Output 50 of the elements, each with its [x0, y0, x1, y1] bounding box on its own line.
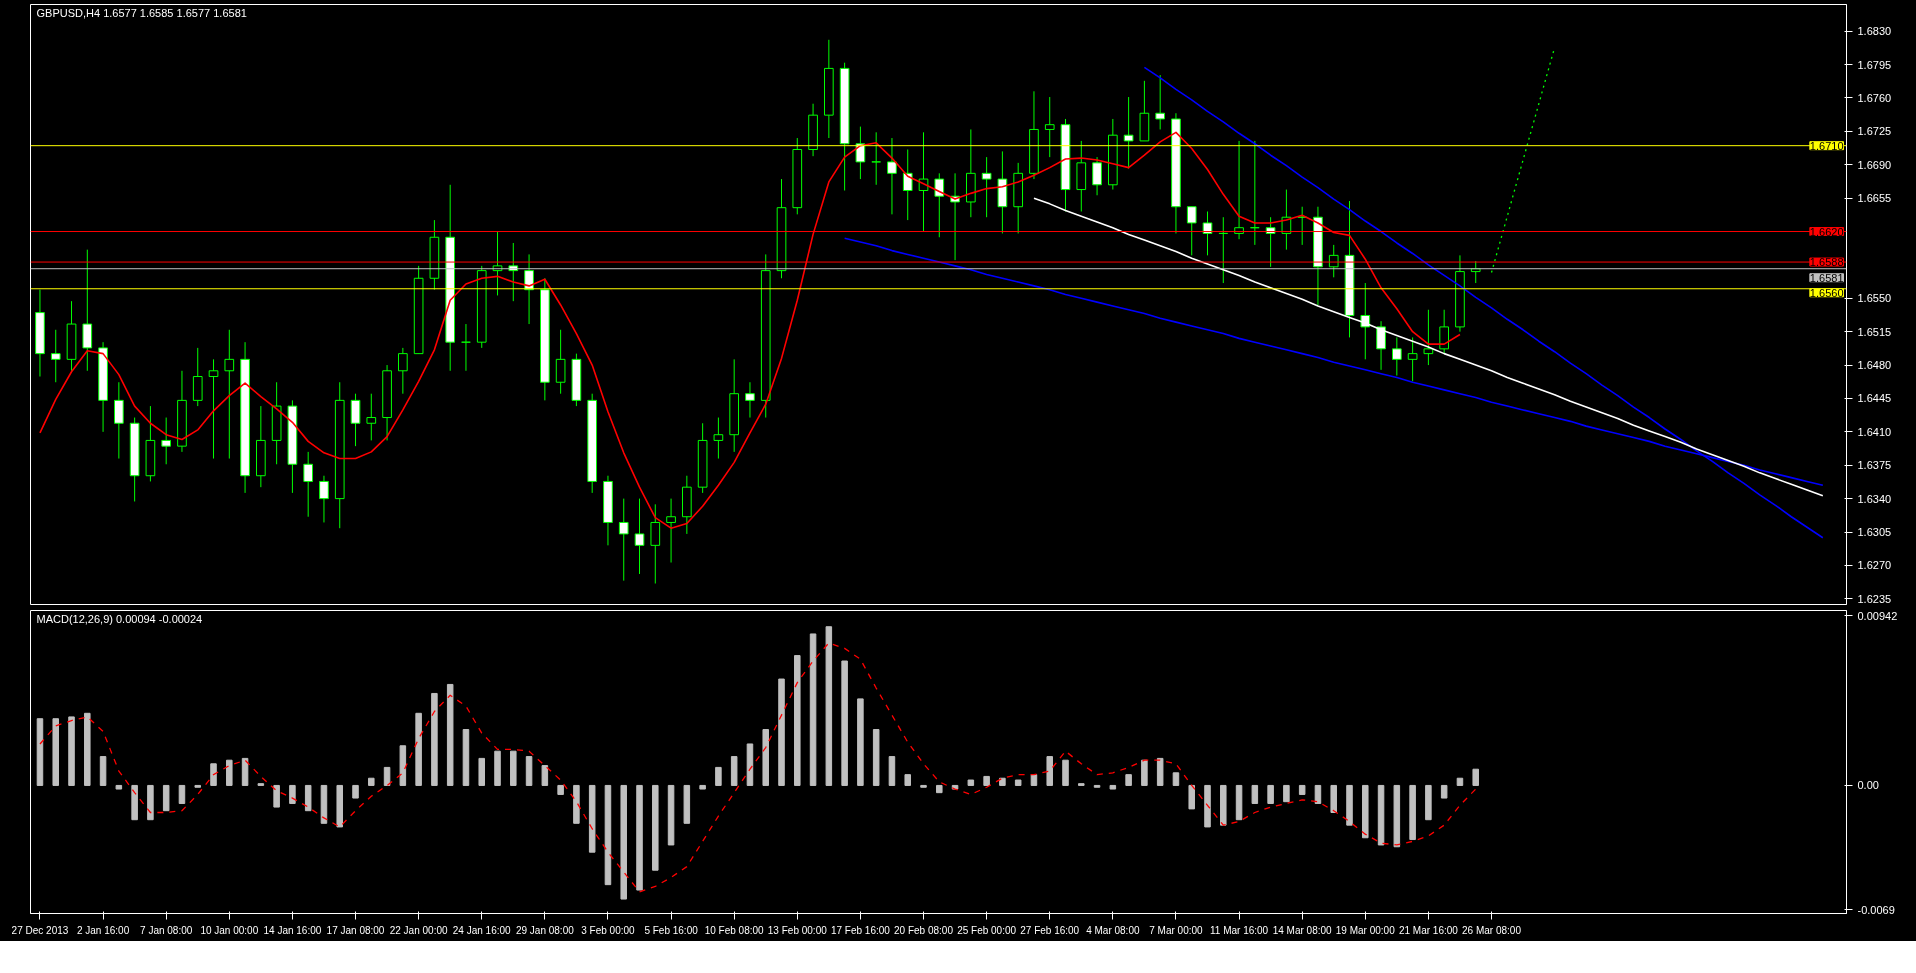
y-tick-label: 1.6690 [1857, 158, 1892, 171]
ref-line-label: 1.6620 [1809, 225, 1844, 238]
chart-title: GBPUSD,H4 1.6577 1.6585 1.6577 1.6581 [36, 6, 247, 19]
y-tick-label: 1.6655 [1857, 192, 1892, 205]
x-tick-label: 17 Feb 16:00 [830, 924, 891, 936]
y-tick-label: 1.6305 [1857, 526, 1892, 538]
ref-line-label: 1.6588 [1809, 256, 1844, 269]
x-tick-label: 11 Mar 16:00 [1209, 924, 1269, 936]
x-tick-label: 14 Mar 08:00 [1272, 924, 1333, 936]
x-tick-label: 29 Jan 08:00 [515, 924, 575, 936]
y-tick-label: 1.6480 [1857, 359, 1892, 372]
y-tick-label: 1.6550 [1857, 292, 1892, 305]
x-tick-label: 14 Jan 16:00 [263, 924, 322, 936]
y-tick-label: 1.6410 [1857, 425, 1892, 438]
y-tick-label: 1.6795 [1857, 58, 1892, 71]
x-tick-label: 2 Jan 16:00 [76, 924, 130, 936]
x-tick-label: 21 Mar 16:00 [1398, 924, 1459, 936]
x-tick-label: 10 Feb 08:00 [704, 924, 765, 936]
x-tick-label: 10 Jan 00:00 [200, 924, 259, 936]
y-tick-label: 0.00 [1857, 779, 1879, 792]
y-tick-label: 1.6235 [1857, 592, 1892, 605]
x-tick-label: 19 Mar 00:00 [1335, 924, 1396, 936]
ref-line-label: 1.6710 [1809, 139, 1844, 152]
y-tick-label: -0.0069 [1857, 903, 1895, 916]
y-tick-label: 1.6830 [1857, 25, 1892, 38]
x-tick-label: 27 Feb 16:00 [1020, 924, 1080, 936]
y-tick-label: 1.6340 [1857, 492, 1892, 505]
y-tick-label: 1.6270 [1857, 559, 1892, 572]
x-tick-label: 7 Mar 00:00 [1149, 924, 1204, 936]
x-tick-label: 4 Mar 08:00 [1086, 924, 1140, 936]
y-tick-label: 1.6375 [1857, 459, 1892, 472]
y-tick-label: 1.6760 [1857, 91, 1892, 104]
x-tick-label: 17 Jan 08:00 [326, 924, 385, 936]
x-tick-label: 3 Feb 00:00 [581, 924, 636, 936]
x-tick-label: 13 Feb 00:00 [767, 924, 828, 936]
chart-title: MACD(12,26,9) 0.00094 -0.00024 [36, 612, 203, 625]
y-tick-label: 1.6515 [1857, 325, 1892, 338]
x-tick-label: 27 Dec 2013 [11, 924, 69, 936]
x-tick-label: 24 Jan 16:00 [452, 924, 512, 936]
x-tick-label: 26 Mar 08:00 [1462, 924, 1522, 936]
y-tick-label: 0.00942 [1857, 609, 1898, 622]
x-tick-label: 22 Jan 00:00 [389, 924, 448, 936]
y-tick-label: 1.6725 [1857, 125, 1892, 138]
x-tick-label: 20 Feb 08:00 [894, 924, 954, 936]
y-tick-label: 1.6445 [1857, 392, 1892, 405]
ref-line-label: 1.6581 [1809, 271, 1844, 284]
x-tick-label: 7 Jan 08:00 [140, 924, 193, 936]
x-tick-label: 25 Feb 00:00 [957, 924, 1017, 936]
ref-line-label: 1.6560 [1809, 286, 1844, 299]
x-tick-label: 5 Feb 16:00 [644, 924, 699, 936]
